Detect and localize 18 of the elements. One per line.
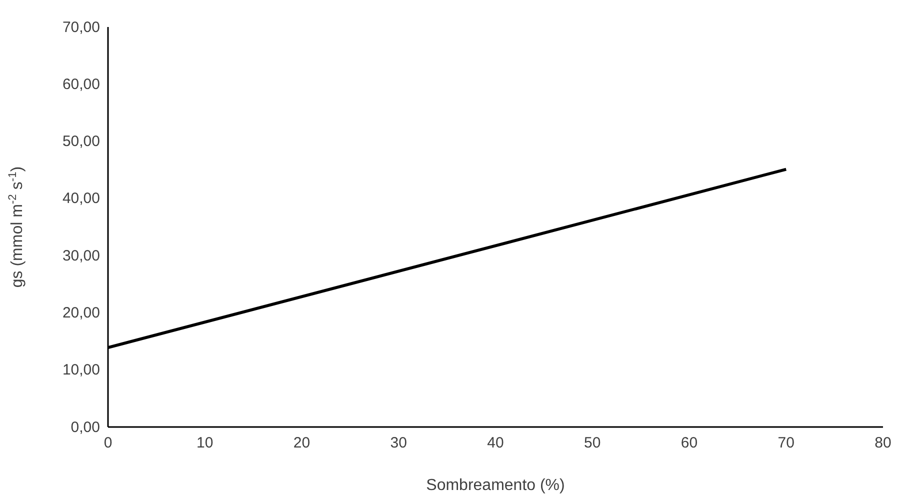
x-tick-label: 70: [778, 434, 794, 452]
x-tick-label: 50: [584, 434, 601, 452]
x-tick-label: 10: [196, 434, 214, 452]
x-tick-label: 40: [487, 434, 504, 452]
y-tick-label: 60,00: [62, 76, 100, 93]
x-tick-label: 30: [390, 434, 407, 452]
y-tick-label: 0,00: [70, 418, 100, 436]
x-tick-label: 20: [293, 434, 310, 452]
y-tick-label: 50,00: [62, 133, 100, 150]
x-tick-label: 0: [104, 434, 112, 452]
x-axis-title: Sombreamento (%): [426, 477, 565, 494]
x-tick-label: 60: [680, 434, 698, 452]
y-tick-label: 40,00: [62, 190, 100, 208]
y-tick-label: 20,00: [62, 304, 100, 322]
y-tick-label: 70,00: [62, 18, 100, 36]
y-tick-label: 30,00: [62, 247, 100, 264]
x-tick-label: 80: [874, 434, 892, 452]
y-tick-label: 10,00: [62, 362, 100, 379]
